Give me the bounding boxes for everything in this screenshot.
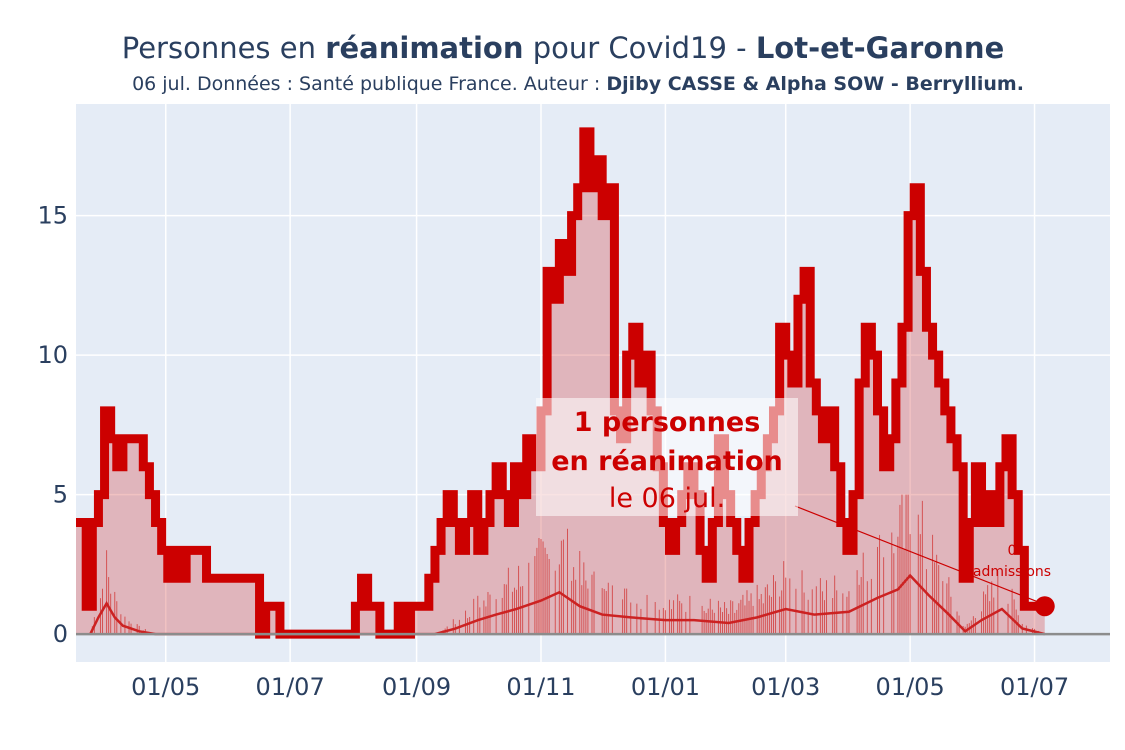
annotation-date: le 06 jul. — [609, 483, 725, 514]
chart-title: Personnes en réanimation pour Covid19 - … — [122, 31, 1005, 65]
title-part: Lot-et-Garonne — [756, 31, 1004, 65]
title-part: 06 jul. Données : Santé publique France.… — [132, 73, 606, 95]
x-tick-label: 01/05 — [876, 673, 945, 701]
x-tick-label: 01/07 — [1000, 673, 1069, 701]
x-tick-label: 01/05 — [131, 673, 200, 701]
annotation-count: 1 personnes — [574, 407, 761, 438]
y-tick-label: 15 — [37, 202, 68, 230]
x-tick-label: 01/11 — [506, 673, 575, 701]
x-tick-label: 01/03 — [751, 673, 820, 701]
admissions-line — [89, 573, 1046, 636]
reanimation-line — [76, 127, 1045, 639]
y-axis-ticks: 0 5 10 15 — [37, 202, 68, 648]
x-axis-ticks: 01/05 01/07 01/09 01/11 01/01 01/03 01/05 01/07 — [131, 673, 1069, 701]
y-tick-label: 5 — [53, 481, 68, 509]
annotation-label: en réanimation — [551, 446, 783, 477]
x-tick-label: 01/09 — [382, 673, 451, 701]
y-tick-label: 0 — [53, 620, 68, 648]
title-part: Personnes en — [122, 31, 325, 65]
admissions-annotation-arrow — [794, 505, 1039, 603]
title-part: réanimation — [325, 31, 523, 65]
x-tick-label: 01/01 — [631, 673, 700, 701]
title-part: Djiby CASSE & Alpha SOW - Berryllium. — [606, 73, 1024, 95]
annotation-background — [536, 398, 798, 516]
chart-subtitle: 06 jul. Données : Santé publique France.… — [132, 73, 1024, 95]
admissions-annotation-label: admissions — [973, 564, 1051, 580]
y-tick-label: 10 — [37, 341, 68, 369]
last-value-marker — [1034, 596, 1055, 617]
title-part: pour Covid19 - — [524, 31, 756, 65]
annotation-box: 1 personnes en réanimation le 06 jul. — [536, 398, 798, 516]
admissions-annotation-count: 0 — [1008, 543, 1017, 559]
x-tick-label: 01/07 — [256, 673, 325, 701]
